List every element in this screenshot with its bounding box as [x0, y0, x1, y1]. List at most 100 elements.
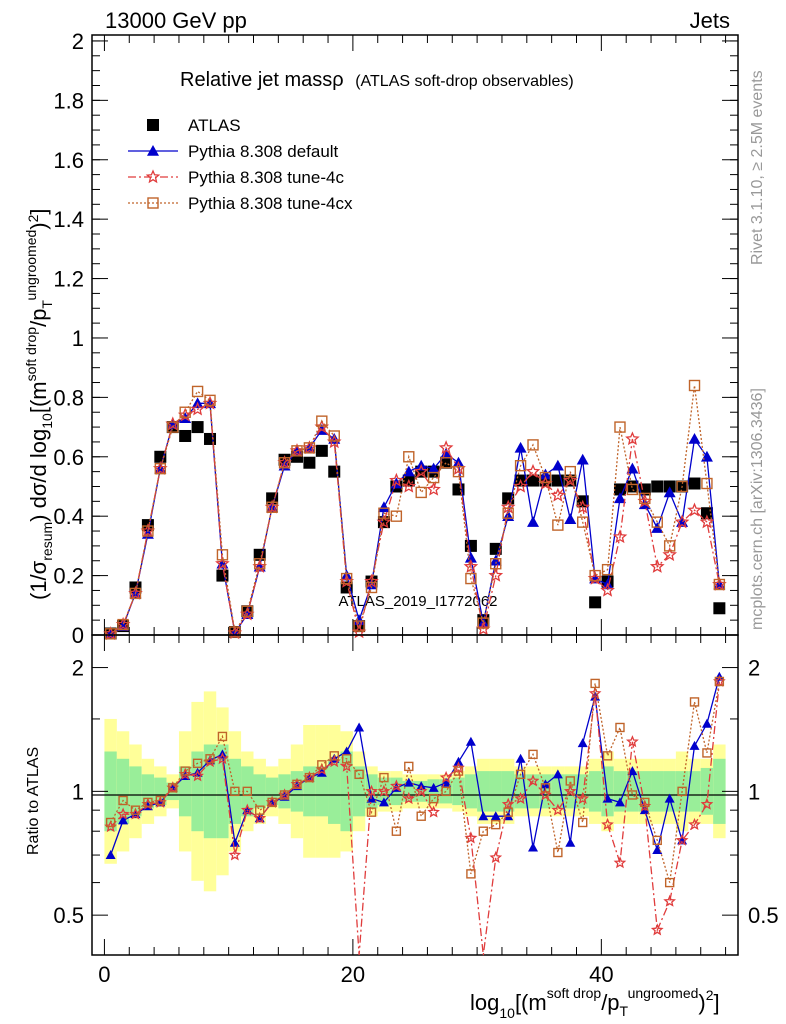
ratio-ytick-label: 2	[72, 656, 84, 681]
ratio-point	[389, 779, 403, 792]
ratio-point	[677, 786, 687, 797]
main-point	[190, 401, 205, 416]
main-point	[699, 514, 715, 529]
ratio-point	[428, 793, 439, 804]
main-point	[564, 513, 577, 524]
ratio-point	[478, 811, 489, 821]
ratio-band-inner	[191, 751, 204, 832]
ratio-point	[565, 837, 576, 847]
ratio-point	[515, 753, 526, 763]
y-axis-title-ratio: Ratio to ATLAS	[25, 747, 42, 855]
ratio-point	[552, 769, 563, 779]
ratio-point	[528, 842, 539, 852]
ratio-point	[528, 749, 538, 760]
main-point	[278, 457, 291, 469]
plot-title-sub: (ATLAS soft-drop observables)	[355, 73, 573, 90]
main-point	[700, 450, 713, 462]
main-point	[614, 421, 626, 433]
ratio-point	[105, 817, 116, 828]
ratio-point	[242, 786, 252, 797]
ratio-point	[625, 735, 639, 748]
ratio-point	[130, 805, 141, 815]
ratio-point	[192, 758, 203, 769]
main-point	[687, 502, 702, 517]
ratio-point	[228, 848, 242, 861]
ratio-point	[427, 805, 440, 818]
ratio-series	[104, 671, 726, 956]
ratio-band-inner	[141, 774, 155, 809]
main-point	[575, 499, 591, 514]
ratio-band-inner	[713, 758, 726, 824]
ratio-point	[663, 894, 677, 907]
main-point	[426, 481, 441, 496]
ratio-point	[501, 797, 515, 810]
ratio-point	[652, 845, 663, 855]
main-point	[129, 587, 142, 600]
plot-title: Relative jet massρ (ATLAS soft-drop obse…	[180, 69, 574, 91]
main-point	[390, 510, 403, 522]
main-point	[413, 463, 429, 478]
main-point	[701, 477, 713, 490]
ratio-point	[180, 766, 190, 776]
ratio-point	[191, 769, 205, 782]
main-point	[353, 620, 365, 632]
plot-title-main: Relative jet massρ	[180, 69, 344, 91]
main-point	[365, 581, 378, 594]
ratio-point	[478, 826, 489, 836]
ratio-point	[615, 722, 625, 733]
ratio-point	[240, 803, 254, 816]
main-point	[688, 477, 701, 490]
ratio-point	[701, 718, 712, 728]
ratio-uncertainty-bands	[104, 691, 726, 892]
main-point	[502, 507, 514, 519]
main-point	[676, 480, 688, 493]
ratio-xtick-label: 40	[589, 962, 613, 987]
legend-marker	[147, 119, 159, 131]
ratio-point	[577, 738, 588, 748]
ratio-point	[465, 736, 476, 746]
legend-marker	[145, 169, 161, 184]
main-point	[241, 605, 253, 617]
ratio-band-inner	[116, 758, 130, 824]
main-point	[488, 567, 504, 582]
ratio-point	[650, 923, 664, 936]
ratio-series-line	[110, 681, 721, 956]
main-point	[649, 558, 665, 573]
main-point	[216, 569, 229, 582]
main-point	[463, 559, 479, 573]
main-ytick-label: 0.4	[53, 504, 84, 529]
ratio-point	[453, 766, 464, 776]
main-point	[389, 472, 404, 487]
ratio-point	[613, 856, 627, 869]
ratio-band-inner	[601, 766, 614, 817]
ratio-band-inner	[576, 774, 589, 809]
legend-marker	[147, 145, 159, 156]
ratio-point	[428, 782, 439, 792]
ratio-band-inner	[700, 767, 714, 815]
ratio-point	[416, 811, 426, 821]
mcplots-label: mcplots.cern.ch [arXiv:1306.3436]	[749, 388, 766, 630]
main-point	[552, 519, 564, 531]
rivet-label: Rivet 3.1.10, ≥ 2.5M events	[749, 70, 766, 265]
main-point	[303, 456, 316, 469]
ratio-point	[217, 731, 228, 742]
ratio-series-line	[110, 681, 721, 883]
ratio-point	[341, 754, 352, 764]
ratio-point	[714, 676, 725, 687]
ratio-point	[116, 807, 130, 820]
ratio-plot-panel: 0.5 0.51 12 20 20 40	[53, 634, 779, 987]
ratio-point	[627, 766, 638, 776]
main-point	[625, 431, 640, 446]
ratio-ytick-label-right: 1	[748, 779, 760, 804]
ratio-point	[354, 722, 365, 732]
main-point	[539, 471, 552, 484]
ratio-point	[515, 769, 526, 780]
main-point	[490, 558, 502, 570]
main-point	[551, 459, 564, 471]
main-point	[117, 618, 129, 631]
main-ytick-label: 2	[72, 29, 84, 54]
main-point	[215, 555, 230, 571]
ratio-point	[155, 795, 166, 806]
main-point	[154, 462, 167, 475]
main-point	[376, 514, 392, 529]
